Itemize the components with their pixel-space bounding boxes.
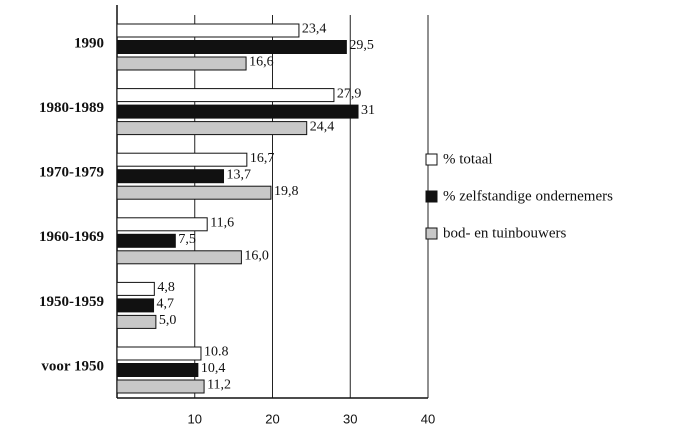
bar [116, 314, 157, 329]
value-label: 23,4 [302, 22, 327, 37]
value-label: 11,2 [207, 378, 231, 393]
category-label: 1990 [74, 35, 104, 51]
legend-swatch [425, 153, 438, 166]
value-label: 10,4 [201, 361, 226, 376]
bar [116, 88, 335, 103]
value-label: 31 [361, 103, 375, 118]
bar [116, 379, 205, 394]
value-label: 11,6 [210, 216, 234, 231]
value-label: 4,8 [157, 280, 175, 295]
value-label: 19,8 [274, 184, 299, 199]
x-tick-label: 20 [265, 411, 279, 426]
value-label: 16,6 [249, 55, 274, 70]
value-label: 13,7 [227, 167, 252, 182]
bar [116, 185, 272, 200]
bar [116, 250, 242, 265]
x-tick-label: 30 [343, 411, 357, 426]
legend-swatch [425, 190, 438, 203]
value-label: 10.8 [204, 345, 229, 360]
category-label: 1980-1989 [39, 100, 104, 116]
legend-label: bod- en tuinbouwers [443, 225, 566, 241]
bar [116, 23, 300, 38]
category-label: 1960-1969 [39, 229, 104, 245]
value-label: 24,4 [310, 119, 335, 134]
bar [116, 298, 155, 313]
category-label: voor 1950 [41, 358, 104, 374]
legend-swatch [425, 227, 438, 240]
bar [116, 233, 176, 248]
legend-label: % zelfstandige ondernemers [443, 188, 613, 204]
value-label: 29,5 [349, 38, 374, 53]
bar [116, 363, 199, 377]
value-label: 16,7 [250, 151, 275, 166]
bar [116, 346, 202, 361]
bar [116, 56, 247, 71]
bar [116, 169, 225, 184]
bar [116, 121, 308, 136]
bar [116, 40, 347, 54]
category-label: 1950-1959 [39, 294, 104, 310]
x-tick-label: 40 [421, 411, 435, 426]
category-label: 1970-1979 [39, 165, 104, 181]
bar [116, 104, 359, 119]
bar [116, 281, 155, 296]
value-label: 5,0 [159, 313, 177, 328]
value-label: 27,9 [337, 86, 362, 101]
legend-label: % totaal [443, 151, 493, 167]
value-label: 16,0 [244, 249, 269, 264]
bar [116, 217, 208, 232]
x-tick-label: 10 [188, 411, 202, 426]
value-label: 7,5 [178, 232, 196, 247]
bar [116, 152, 248, 167]
value-label: 4,7 [157, 297, 175, 312]
